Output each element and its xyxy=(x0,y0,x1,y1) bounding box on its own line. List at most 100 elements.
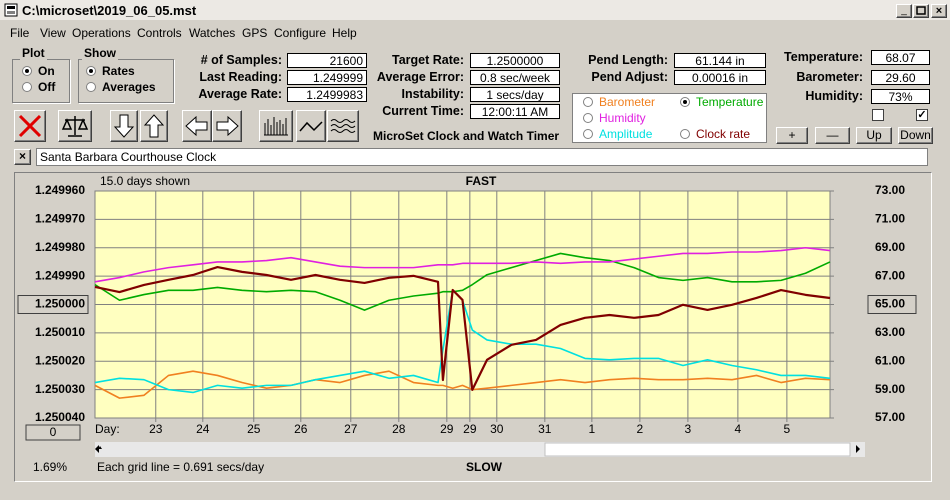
radio-button[interactable] xyxy=(86,82,96,92)
y2-tick-label: 65.00 xyxy=(875,297,905,311)
line-button[interactable] xyxy=(296,110,326,142)
menu-item[interactable]: GPS xyxy=(242,26,268,40)
checkbox[interactable]: ✓ xyxy=(916,109,928,121)
maximize-button[interactable] xyxy=(913,4,929,18)
legend-radio[interactable] xyxy=(680,129,690,139)
y-tick-label: 1.250030 xyxy=(35,382,85,396)
legend-radio[interactable] xyxy=(583,129,593,139)
menu-item[interactable]: File xyxy=(10,26,30,40)
adjust-button[interactable]: Down xyxy=(898,127,933,144)
menu-item[interactable]: Operations xyxy=(72,26,131,40)
menu-item[interactable]: Watches xyxy=(189,26,236,40)
x-tick-label: 27 xyxy=(344,422,358,436)
field-value[interactable]: 0.00016 in xyxy=(674,70,766,85)
field-value[interactable]: 68.07 xyxy=(871,50,930,65)
field-label: Pend Length: xyxy=(588,53,668,67)
field-value[interactable]: 12:00:11 AM xyxy=(470,104,560,119)
y-tick-label: 1.249980 xyxy=(35,240,85,254)
series-selector xyxy=(572,93,767,143)
scroll-right[interactable] xyxy=(856,445,860,453)
radio-label: Off xyxy=(38,80,56,94)
radio-button[interactable] xyxy=(22,66,32,76)
stop-button[interactable] xyxy=(14,110,46,142)
show-label: Show xyxy=(82,46,118,60)
field-value[interactable]: 21600 xyxy=(287,53,367,68)
x-tick-label: 30 xyxy=(490,422,504,436)
bars-button[interactable] xyxy=(259,110,293,142)
radio-button[interactable] xyxy=(22,82,32,92)
clear-button[interactable]: × xyxy=(14,149,31,165)
field-value[interactable]: 29.60 xyxy=(871,69,930,85)
right-arrow-button[interactable] xyxy=(212,110,242,142)
offset-button-face xyxy=(25,424,81,441)
field-label: Temperature: xyxy=(784,50,863,64)
title-bar xyxy=(0,0,950,20)
y2-tick-label: 59.00 xyxy=(875,382,905,396)
y-tick-label: 1.249970 xyxy=(35,212,85,226)
adjust-button[interactable]: Up xyxy=(856,127,892,144)
menu-item[interactable]: View xyxy=(40,26,66,40)
show-group xyxy=(78,59,174,103)
x-tick-label: 23 xyxy=(149,422,163,436)
y2-tick-label: 73.00 xyxy=(875,183,905,197)
legend-label: Temperature xyxy=(696,95,764,109)
legend-radio[interactable] xyxy=(680,97,690,107)
x-tick-label: 2 xyxy=(637,422,644,436)
field-value[interactable]: 0.8 sec/week xyxy=(470,70,560,85)
y-tick-label: 1.250010 xyxy=(35,325,85,339)
x-tick-label: 24 xyxy=(196,422,210,436)
field-label: # of Samples: xyxy=(200,53,282,67)
y2-tick-label: 63.00 xyxy=(875,325,905,339)
left-arrow-button[interactable] xyxy=(182,110,212,142)
app-icon xyxy=(4,3,18,17)
y2-tick-label: 69.00 xyxy=(875,240,905,254)
legend-radio[interactable] xyxy=(583,97,593,107)
y-tick-label: 1.249990 xyxy=(35,268,85,282)
field-label: Pend Adjust: xyxy=(591,70,668,84)
tick-button xyxy=(17,295,89,314)
legend-label: Clock rate xyxy=(696,127,751,141)
y-tick-label: 1.250020 xyxy=(35,353,85,367)
radio-button[interactable] xyxy=(86,66,96,76)
x-tick-label: 3 xyxy=(685,422,692,436)
field-value[interactable]: 1.2499983 xyxy=(287,87,367,102)
x-tick-label: 5 xyxy=(784,422,791,436)
menu-item[interactable]: Controls xyxy=(137,26,182,40)
y2-tick-label: 57.00 xyxy=(875,410,905,424)
scroll-left[interactable] xyxy=(95,445,102,453)
checkbox[interactable] xyxy=(872,109,884,121)
plot-label: Plot xyxy=(20,46,47,60)
field-label: Barometer: xyxy=(796,69,863,84)
x-tick-label: 1 xyxy=(589,422,596,436)
legend-radio[interactable] xyxy=(583,113,593,123)
scroll-thumb[interactable] xyxy=(544,442,851,457)
field-value[interactable]: 1.249999 xyxy=(287,70,367,85)
field-label: Target Rate: xyxy=(391,53,464,67)
menu-item[interactable]: Configure xyxy=(274,26,327,40)
clock-name-input[interactable]: Santa Barbara Courthouse Clock xyxy=(36,148,928,166)
field-label: Current Time: xyxy=(382,104,464,118)
radio-label: Rates xyxy=(102,64,135,78)
close-button[interactable]: × xyxy=(931,4,947,18)
x-tick-label: 31 xyxy=(538,422,552,436)
field-value[interactable]: 1 secs/day xyxy=(470,87,560,102)
waves-button[interactable] xyxy=(327,110,359,142)
adjust-button[interactable]: + xyxy=(776,127,808,144)
y-tick-label: 1.250040 xyxy=(35,410,85,424)
up-arrow-button[interactable] xyxy=(140,110,168,142)
minimize-button[interactable]: _ xyxy=(896,4,912,18)
field-value[interactable]: 61.144 in xyxy=(674,53,766,68)
field-value[interactable]: 73% xyxy=(871,89,930,104)
down-arrow-button[interactable] xyxy=(110,110,138,142)
field-label: Humidity: xyxy=(805,89,863,103)
offset-button[interactable]: 0 xyxy=(50,425,57,439)
balance-button[interactable] xyxy=(58,110,92,142)
adjust-button[interactable]: — xyxy=(815,127,850,144)
y-tick-label: 1.249960 xyxy=(35,183,85,197)
field-value[interactable]: 1.2500000 xyxy=(470,53,560,68)
field-label: Average Error: xyxy=(376,70,464,84)
x-tick-label: 29 xyxy=(440,422,454,436)
menu-item[interactable]: Help xyxy=(332,26,357,40)
